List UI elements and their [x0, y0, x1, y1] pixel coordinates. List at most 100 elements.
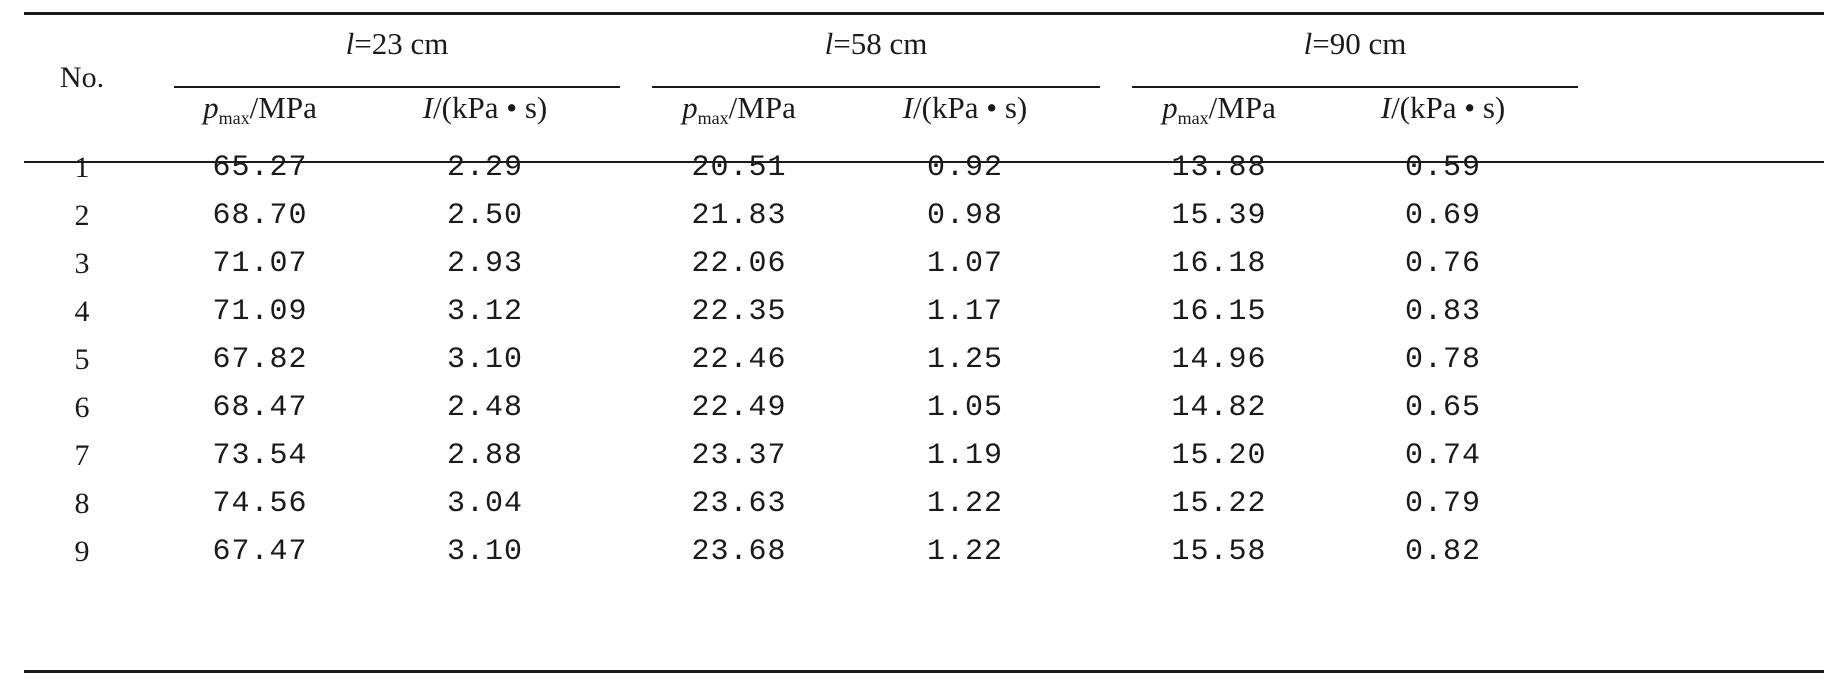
group-rule-2 [652, 86, 1100, 88]
table-cell: 23.68 [691, 535, 787, 569]
table-cell: 23.37 [691, 439, 787, 473]
bottom-rule [24, 670, 1824, 673]
p-unit: /MPa [728, 90, 796, 125]
table-cell: 3.12 [446, 295, 524, 329]
p-subscript: max [697, 108, 729, 128]
row-number: 3 [74, 247, 90, 280]
table-cell: 1.25 [926, 343, 1004, 377]
table-cell: 15.39 [1171, 199, 1267, 233]
p-symbol: p [203, 90, 219, 125]
table-cell: 1.22 [926, 487, 1004, 521]
table-cell: 22.35 [691, 295, 787, 329]
table-cell: 1.05 [926, 391, 1004, 425]
table-cell: 2.88 [446, 439, 524, 473]
header-no: No. [59, 61, 105, 94]
table-cell: 15.58 [1171, 535, 1267, 569]
table-cell: 0.98 [926, 199, 1004, 233]
table-cell: 20.51 [691, 151, 787, 185]
subheader-pmax-2: pmax/MPa [682, 90, 796, 136]
table-cell: 0.74 [1404, 439, 1482, 473]
table-cell: 15.20 [1171, 439, 1267, 473]
table-cell: 1.22 [926, 535, 1004, 569]
group-header-3: l=90 cm [1304, 26, 1407, 62]
i-symbol: I [902, 90, 914, 125]
table-cell: 0.83 [1404, 295, 1482, 329]
table-cell: 16.18 [1171, 247, 1267, 281]
table-cell: 68.70 [212, 199, 308, 233]
table-cell: 3.10 [446, 343, 524, 377]
table-cell: 14.96 [1171, 343, 1267, 377]
group-var: l [824, 26, 834, 61]
group-header-2: l=58 cm [825, 26, 928, 62]
table-cell: 22.49 [691, 391, 787, 425]
group-var: l [345, 26, 355, 61]
data-table: No. l=23 cm l=58 cm l=90 cm pmax/MPa I/(k… [24, 10, 1824, 674]
group-var: l [1303, 26, 1313, 61]
p-symbol: p [682, 90, 698, 125]
table-cell: 71.07 [212, 247, 308, 281]
table-cell: 68.47 [212, 391, 308, 425]
table-cell: 0.79 [1404, 487, 1482, 521]
table-cell: 0.76 [1404, 247, 1482, 281]
table-cell: 0.69 [1404, 199, 1482, 233]
i-symbol: I [422, 90, 434, 125]
group-eq: =90 cm [1312, 26, 1407, 61]
table-cell: 14.82 [1171, 391, 1267, 425]
table-cell: 73.54 [212, 439, 308, 473]
group-rule-3 [1132, 86, 1578, 88]
group-rule-1 [174, 86, 620, 88]
table-cell: 0.78 [1404, 343, 1482, 377]
table-cell: 1.07 [926, 247, 1004, 281]
p-subscript: max [218, 108, 250, 128]
row-number: 8 [74, 487, 90, 520]
table-cell: 22.46 [691, 343, 787, 377]
row-number: 2 [74, 199, 90, 232]
row-number: 6 [74, 391, 90, 424]
table-cell: 74.56 [212, 487, 308, 521]
table-cell: 2.48 [446, 391, 524, 425]
subheader-impulse-3: I/(kPa • s) [1381, 90, 1506, 126]
table-cell: 65.27 [212, 151, 308, 185]
table-cell: 15.22 [1171, 487, 1267, 521]
p-unit: /MPa [1208, 90, 1276, 125]
row-number: 4 [74, 295, 90, 328]
table-cell: 13.88 [1171, 151, 1267, 185]
table-cell: 0.92 [926, 151, 1004, 185]
i-unit: /(kPa • s) [913, 90, 1028, 125]
table-cell: 67.82 [212, 343, 308, 377]
table-cell: 23.63 [691, 487, 787, 521]
group-eq: =23 cm [354, 26, 449, 61]
subheader-pmax-3: pmax/MPa [1162, 90, 1276, 136]
table-cell: 2.29 [446, 151, 524, 185]
p-symbol: p [1162, 90, 1178, 125]
header-rule [24, 161, 1824, 163]
row-number: 9 [74, 535, 90, 568]
table-cell: 1.17 [926, 295, 1004, 329]
table-cell: 0.59 [1404, 151, 1482, 185]
table-cell: 0.82 [1404, 535, 1482, 569]
p-unit: /MPa [249, 90, 317, 125]
table-cell: 2.93 [446, 247, 524, 281]
table-cell: 21.83 [691, 199, 787, 233]
i-unit: /(kPa • s) [1391, 90, 1506, 125]
subheader-pmax-1: pmax/MPa [203, 90, 317, 136]
table-cell: 2.50 [446, 199, 524, 233]
table-cell: 16.15 [1171, 295, 1267, 329]
row-number: 7 [74, 439, 90, 472]
row-number: 1 [74, 151, 90, 184]
table-cell: 1.19 [926, 439, 1004, 473]
table-cell: 0.65 [1404, 391, 1482, 425]
subheader-impulse-1: I/(kPa • s) [423, 90, 548, 126]
table-cell: 3.10 [446, 535, 524, 569]
p-subscript: max [1177, 108, 1209, 128]
i-symbol: I [1380, 90, 1392, 125]
subheader-impulse-2: I/(kPa • s) [903, 90, 1028, 126]
table-cell: 71.09 [212, 295, 308, 329]
group-header-1: l=23 cm [346, 26, 449, 62]
table-cell: 67.47 [212, 535, 308, 569]
table-cell: 3.04 [446, 487, 524, 521]
table-cell: 22.06 [691, 247, 787, 281]
row-number: 5 [74, 343, 90, 376]
group-eq: =58 cm [833, 26, 928, 61]
i-unit: /(kPa • s) [433, 90, 548, 125]
